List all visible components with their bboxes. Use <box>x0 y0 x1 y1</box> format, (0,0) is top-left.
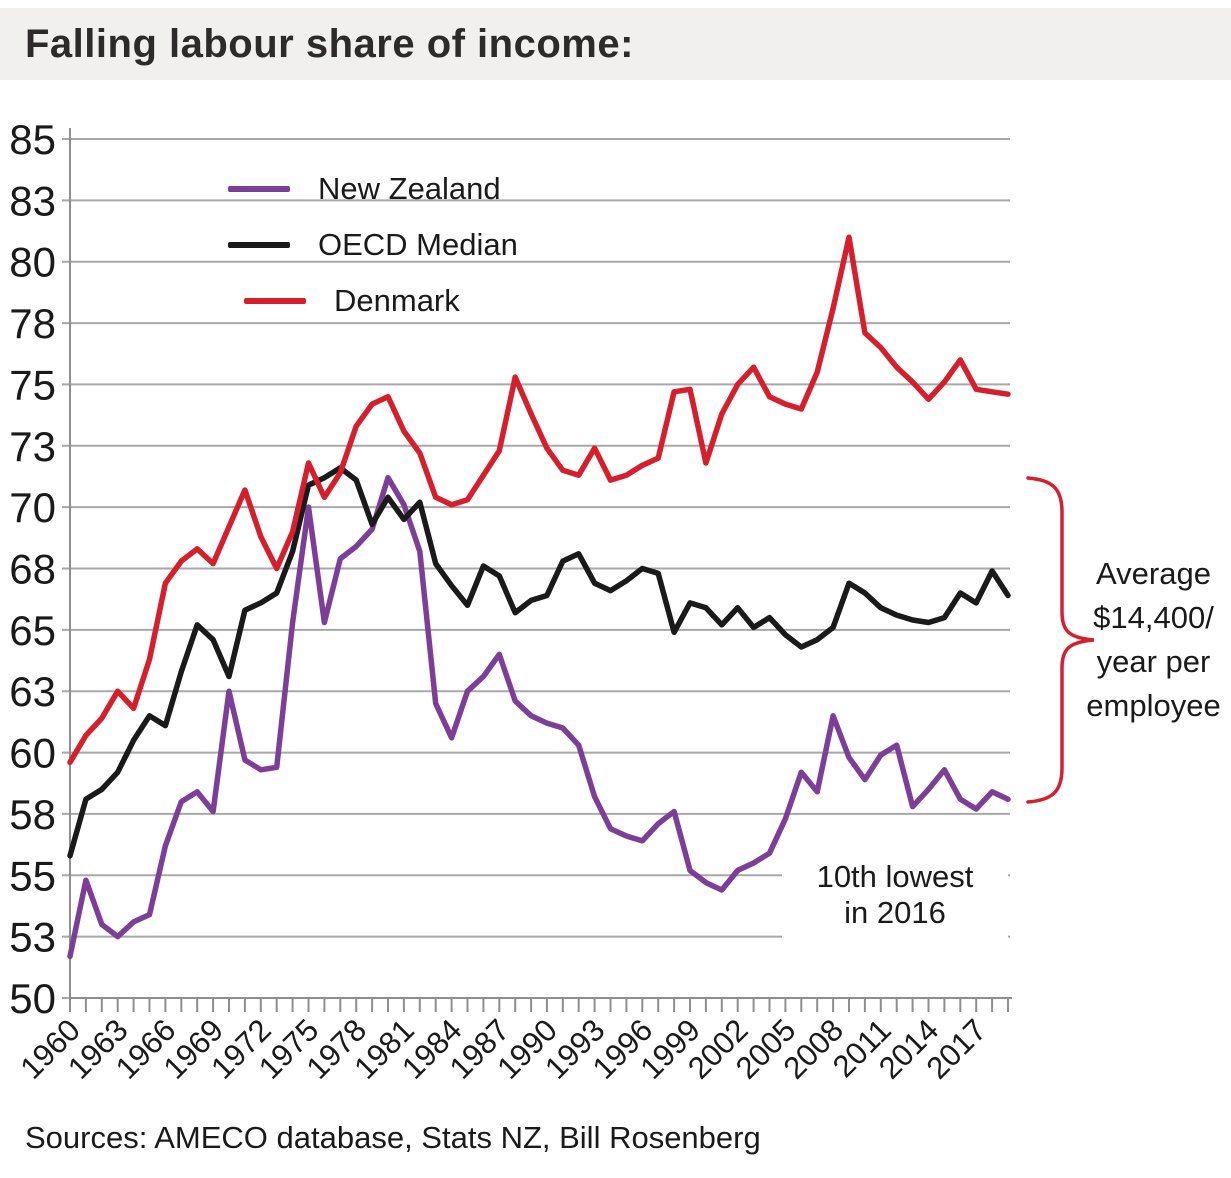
y-tick-label: 60 <box>9 730 56 777</box>
y-tick-label: 85 <box>9 116 56 163</box>
annotation-line: $14,400/ <box>1093 600 1214 635</box>
y-tick-label: 50 <box>9 975 56 1022</box>
legend-swatch-new-zealand <box>228 186 290 192</box>
legend-item-oecd-median: OECD Median <box>228 226 518 264</box>
sources-note: Sources: AMECO database, Stats NZ, Bill … <box>25 1120 761 1155</box>
y-tick-label: 55 <box>9 852 56 899</box>
y-tick-label: 78 <box>9 300 56 347</box>
legend-item-new-zealand: New Zealand <box>228 170 518 208</box>
annotation-nz-lowest: 10th lowest in 2016 <box>782 842 1008 948</box>
legend-label: Denmark <box>334 283 460 318</box>
y-tick-label: 63 <box>9 668 56 715</box>
legend-label: New Zealand <box>318 171 501 206</box>
annotation-income-gap: Average $14,400/ year per employee <box>1076 552 1231 728</box>
series-denmark <box>67 234 1011 766</box>
y-tick-label: 65 <box>9 607 56 654</box>
legend: New Zealand OECD Median Denmark <box>228 170 518 338</box>
series-oecd-median <box>67 465 1011 859</box>
series-new-zealand <box>67 474 1011 960</box>
y-tick-label: 70 <box>9 484 56 531</box>
annotation-line: 10th lowest <box>816 859 974 894</box>
annotation-line: Average <box>1096 556 1211 591</box>
y-tick-label: 53 <box>9 914 56 961</box>
y-tick-label: 68 <box>9 546 56 593</box>
legend-label: OECD Median <box>318 227 518 262</box>
title-banner: Falling labour share of income: <box>0 8 1231 80</box>
annotation-line: year per <box>1096 644 1211 679</box>
chart-title: Falling labour share of income: <box>25 21 634 66</box>
y-tick-label: 73 <box>9 423 56 470</box>
y-tick-label: 83 <box>9 177 56 224</box>
legend-item-denmark: Denmark <box>228 282 518 320</box>
annotation-line: in 2016 <box>844 895 946 930</box>
annotation-line: employee <box>1086 688 1221 723</box>
y-tick-label: 80 <box>9 239 56 286</box>
y-tick-label: 58 <box>9 791 56 838</box>
legend-swatch-denmark <box>244 298 306 304</box>
y-tick-label: 75 <box>9 361 56 408</box>
legend-swatch-oecd-median <box>228 242 290 248</box>
